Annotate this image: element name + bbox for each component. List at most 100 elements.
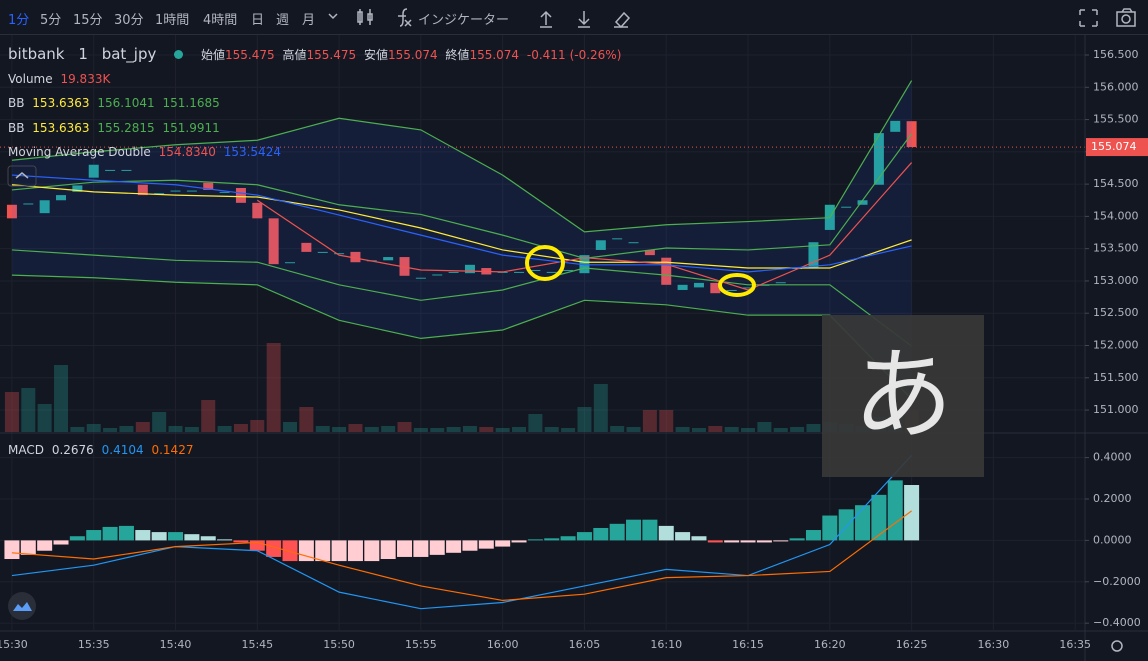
fullscreen-icon[interactable] bbox=[1079, 9, 1098, 27]
snapshot-icon bbox=[1121, 14, 1131, 24]
y-tick-label: 152.000 bbox=[1093, 338, 1139, 351]
bar bbox=[576, 532, 592, 541]
interval-button[interactable]: 1時間 bbox=[155, 13, 190, 28]
bar bbox=[511, 540, 527, 543]
bar bbox=[315, 426, 330, 432]
indicator-line bbox=[11, 80, 913, 233]
bar bbox=[626, 427, 641, 432]
bar bbox=[315, 540, 331, 562]
candle bbox=[432, 274, 443, 276]
bar bbox=[528, 414, 543, 432]
bar bbox=[757, 422, 772, 432]
ohlc-label: 安値 bbox=[363, 48, 388, 62]
x-tick-label: 15:35 bbox=[78, 638, 110, 651]
interval-button[interactable]: 4時間 bbox=[203, 13, 238, 28]
ime-character: あ bbox=[853, 336, 953, 453]
bar bbox=[381, 426, 396, 432]
candle bbox=[595, 240, 606, 250]
candle bbox=[514, 271, 525, 273]
indicator-value: 151.1685 bbox=[162, 96, 220, 110]
download-icon[interactable] bbox=[578, 11, 590, 28]
bar bbox=[805, 530, 821, 541]
ohlc-value: 155.475 bbox=[306, 48, 357, 62]
candle bbox=[546, 271, 557, 273]
snapshot-icon[interactable] bbox=[1116, 8, 1136, 27]
bar bbox=[790, 427, 805, 432]
indicator-value: 153.6363 bbox=[32, 96, 90, 110]
indicator-label: MACD bbox=[8, 443, 44, 457]
x-tick-label: 16:15 bbox=[732, 638, 764, 651]
bar bbox=[609, 523, 625, 541]
interval-button[interactable]: 日 bbox=[251, 13, 265, 28]
bar bbox=[200, 536, 216, 541]
bar bbox=[462, 540, 478, 551]
candle bbox=[743, 287, 754, 289]
ma-legend: Moving Average Double 154.8340 153.5424 bbox=[8, 145, 285, 159]
candle bbox=[415, 277, 426, 279]
publish-icon[interactable] bbox=[540, 10, 552, 28]
last-price-label: 155.074 bbox=[1091, 140, 1137, 153]
candle bbox=[39, 200, 50, 214]
candle bbox=[579, 255, 590, 274]
bar bbox=[429, 540, 445, 555]
candle bbox=[693, 282, 704, 288]
y-tick-label: 152.500 bbox=[1093, 306, 1139, 319]
bar bbox=[446, 540, 462, 553]
candle bbox=[464, 264, 475, 274]
interval-button[interactable]: 月 bbox=[302, 13, 316, 28]
candle bbox=[219, 191, 230, 193]
bar bbox=[103, 428, 118, 432]
bar bbox=[70, 427, 85, 432]
bar bbox=[53, 540, 69, 545]
y-tick-label: 154.500 bbox=[1093, 177, 1139, 190]
bar bbox=[724, 540, 740, 543]
chart-type-icon[interactable] bbox=[357, 9, 373, 25]
x-tick-label: 16:05 bbox=[569, 638, 601, 651]
logo[interactable] bbox=[8, 592, 36, 620]
interval-button[interactable]: 週 bbox=[276, 13, 290, 28]
bar bbox=[119, 426, 134, 432]
bar bbox=[4, 540, 20, 560]
collapse-legend-button[interactable] bbox=[7, 165, 37, 187]
indicator-value: 153.6363 bbox=[32, 121, 90, 135]
candle bbox=[661, 257, 672, 285]
indicators-button[interactable]: インジケーター bbox=[418, 13, 510, 28]
symbol-legend: bitbank 1 bat_jpy 始値155.475 高値155.475 安値… bbox=[8, 45, 625, 63]
more-intervals-icon[interactable] bbox=[328, 13, 338, 20]
indicator-line bbox=[11, 510, 912, 602]
bar bbox=[691, 428, 706, 432]
interval-button[interactable]: 30分 bbox=[114, 13, 144, 28]
candle bbox=[317, 251, 328, 253]
bar bbox=[332, 427, 347, 432]
bar bbox=[21, 388, 36, 432]
bar bbox=[151, 532, 167, 541]
fx-icon[interactable] bbox=[398, 8, 412, 27]
indicator-value: 0.2676 bbox=[51, 443, 94, 457]
bar bbox=[266, 343, 281, 432]
interval: 1 bbox=[78, 45, 88, 63]
bar bbox=[348, 424, 363, 432]
bar bbox=[69, 536, 85, 541]
interval-button[interactable]: 1分 bbox=[8, 13, 30, 28]
bar bbox=[37, 404, 52, 432]
bar bbox=[347, 540, 363, 562]
candle bbox=[301, 242, 312, 252]
y-tick-label: 0.2000 bbox=[1093, 492, 1132, 505]
interval-button[interactable]: 15分 bbox=[73, 13, 103, 28]
bb-legend: BB 153.6363 156.1041 151.1685 bbox=[8, 96, 224, 110]
bar bbox=[4, 392, 19, 432]
bar bbox=[708, 426, 723, 432]
bar bbox=[233, 540, 249, 543]
bar bbox=[675, 427, 690, 432]
interval-button[interactable]: 5分 bbox=[40, 13, 62, 28]
candle bbox=[88, 164, 99, 178]
settings-icon[interactable] bbox=[1111, 640, 1123, 652]
bar bbox=[495, 428, 510, 432]
candle bbox=[775, 282, 786, 284]
bar bbox=[298, 540, 314, 562]
x-tick-label: 15:55 bbox=[405, 638, 437, 651]
indicator-line bbox=[11, 274, 913, 400]
eraser-icon[interactable] bbox=[614, 11, 631, 29]
